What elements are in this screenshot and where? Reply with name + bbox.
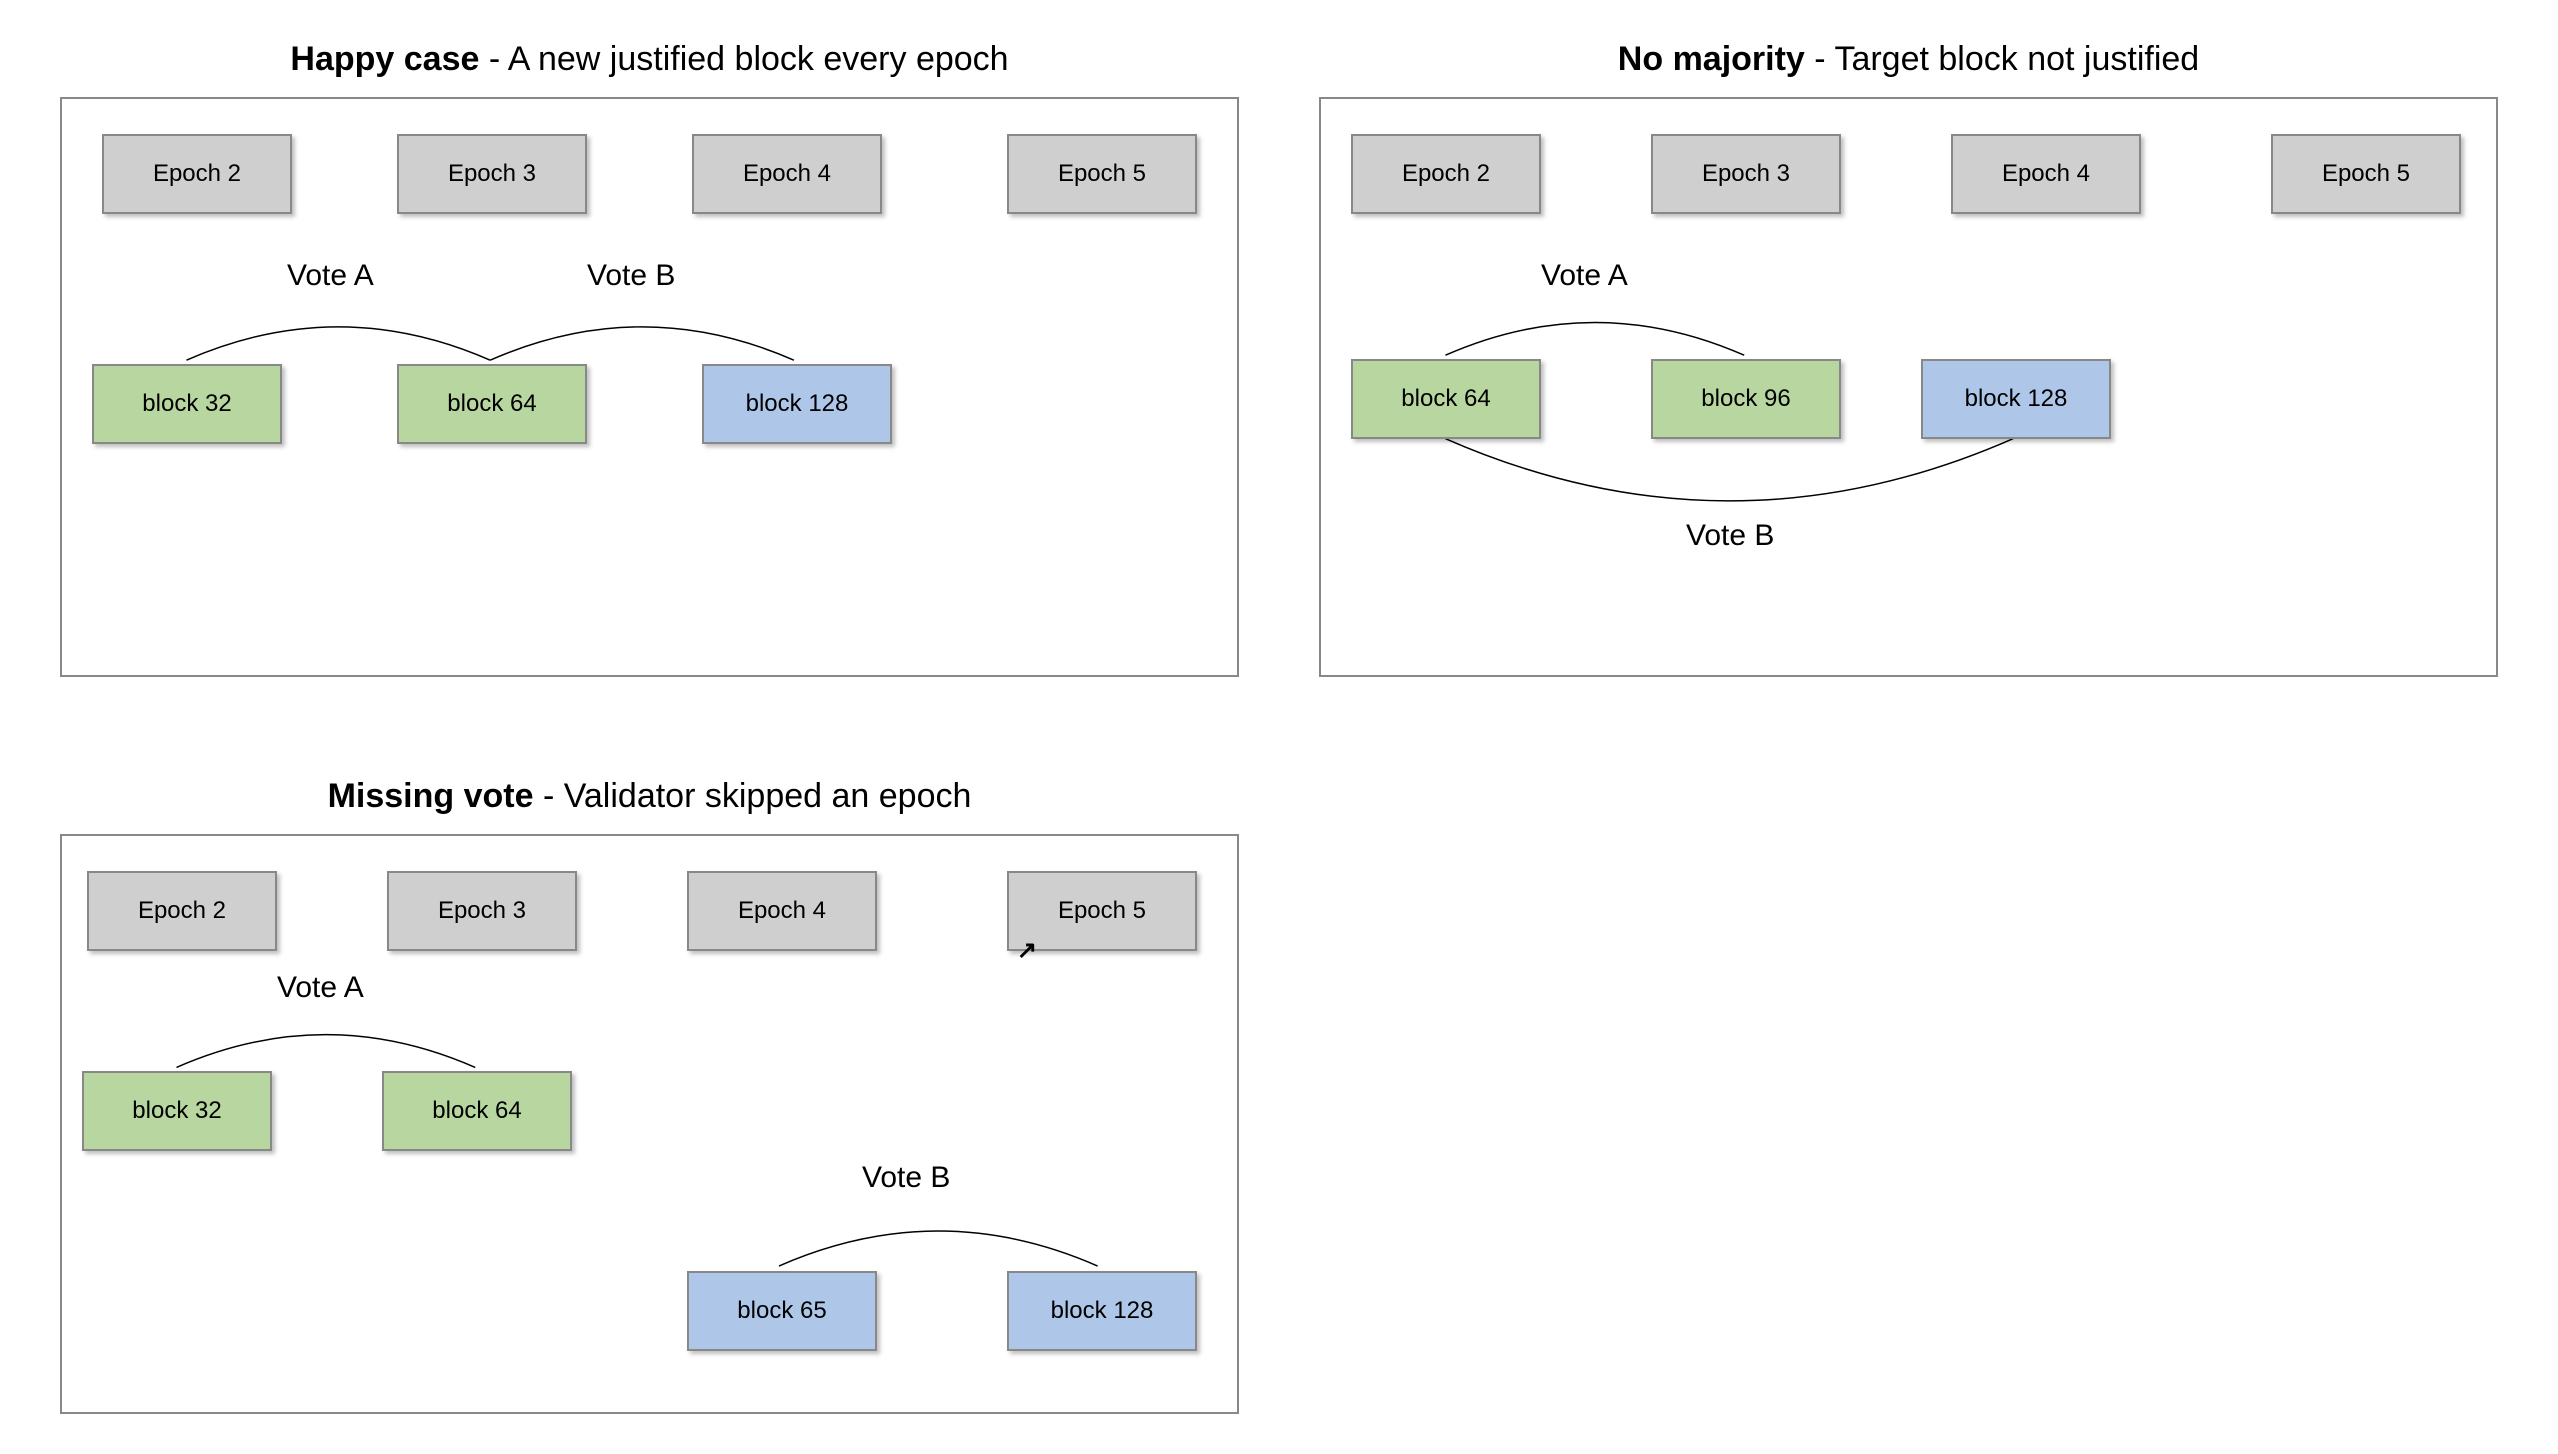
panel-nomaj: No majority - Target block not justified… xyxy=(1319,40,2498,677)
block-box: block 64 xyxy=(397,364,587,444)
block-box: block 64 xyxy=(1351,359,1541,439)
panel-title: Happy case - A new justified block every… xyxy=(60,40,1239,79)
vote-label: Vote B xyxy=(862,1161,950,1195)
title-bold: Missing vote xyxy=(328,777,534,815)
title-bold: No majority xyxy=(1618,40,1805,78)
diagram-panel: Epoch 2 Epoch 3 Epoch 4 Epoch 5 block 64 bloc… xyxy=(1319,97,2498,677)
block-box: block 96 xyxy=(1651,359,1841,439)
vote-arc xyxy=(186,327,490,360)
block-box: block 32 xyxy=(92,364,282,444)
epoch-box: Epoch 4 xyxy=(687,871,877,951)
epoch-box: Epoch 3 xyxy=(1651,134,1841,214)
epoch-box: Epoch 4 xyxy=(1951,134,2141,214)
panel-missing: Missing vote - Validator skipped an epoc… xyxy=(60,777,1239,1414)
vote-arc xyxy=(490,327,794,360)
epoch-box: Epoch 5 xyxy=(1007,134,1197,214)
epoch-box: Epoch 4 xyxy=(692,134,882,214)
epoch-box: Epoch 3 xyxy=(397,134,587,214)
block-box: block 128 xyxy=(702,364,892,444)
title-rest: - Validator skipped an epoch xyxy=(534,777,972,815)
title-rest: - Target block not justified xyxy=(1805,40,2199,78)
vote-label: Vote A xyxy=(277,971,364,1005)
epoch-box: Epoch 2 xyxy=(87,871,277,951)
vote-arc xyxy=(1445,439,2013,501)
block-box: block 64 xyxy=(382,1071,572,1151)
block-box: block 128 xyxy=(1921,359,2111,439)
epoch-box: Epoch 3 xyxy=(387,871,577,951)
block-box: block 128 xyxy=(1007,1271,1197,1351)
vote-label: Vote B xyxy=(1686,519,1774,553)
panel-title: Missing vote - Validator skipped an epoc… xyxy=(60,777,1239,816)
cursor-icon: ↖ xyxy=(1017,936,1037,965)
epoch-box: Epoch 2 xyxy=(1351,134,1541,214)
vote-arc xyxy=(779,1231,1098,1266)
block-box: block 65 xyxy=(687,1271,877,1351)
epoch-box: Epoch 5 xyxy=(2271,134,2461,214)
vote-label: Vote A xyxy=(287,259,374,293)
vote-label: Vote A xyxy=(1541,259,1628,293)
diagram-panel: Epoch 2 Epoch 3 Epoch 4 Epoch 5 block 32 bloc… xyxy=(60,97,1239,677)
vote-arc xyxy=(1445,322,1744,355)
title-rest: - A new justified block every epoch xyxy=(479,40,1008,78)
panel-title: No majority - Target block not justified xyxy=(1319,40,2498,79)
vote-arc xyxy=(177,1035,476,1068)
vote-label: Vote B xyxy=(587,259,675,293)
block-box: block 32 xyxy=(82,1071,272,1151)
epoch-box: Epoch 2 xyxy=(102,134,292,214)
panel-happy: Happy case - A new justified block every… xyxy=(60,40,1239,677)
diagram-panel: Epoch 2Epoch 3Epoch 4Epoch 5block 32bloc… xyxy=(60,834,1239,1414)
title-bold: Happy case xyxy=(290,40,479,78)
